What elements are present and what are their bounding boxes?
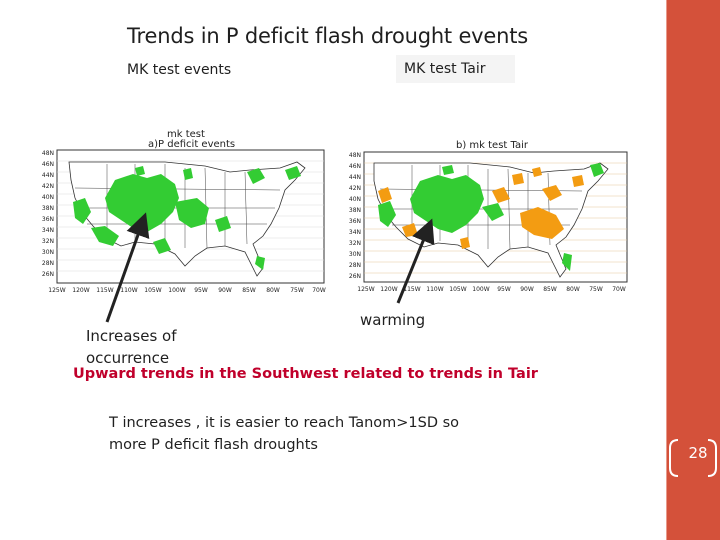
svg-text:90W: 90W [520,286,534,293]
map-a-title-line1: mk test [167,129,205,140]
note-line-1: Increases of [86,327,177,345]
svg-text:105W: 105W [449,286,466,293]
map-b-title: b) mk test Tair [456,140,529,151]
map-p-deficit-events: mk test a)P deficit events 48N46N44N42N4… [42,129,326,294]
svg-text:75W: 75W [290,287,304,294]
svg-text:34N: 34N [349,229,361,236]
svg-text:95W: 95W [194,287,208,294]
svg-text:28N: 28N [42,260,54,267]
svg-text:125W: 125W [357,286,374,293]
note-line-2: occurrence [86,349,170,367]
map-b-lon-labels: 125W 120W 115W 110W 105W 100W 95W 90W 85W 80W 75W 7… [357,286,626,293]
svg-text:32N: 32N [42,238,54,245]
svg-text:90W: 90W [218,287,232,294]
svg-text:46N: 46N [42,161,54,168]
map-a-lon-labels: 125W 120W 115W 110W 105W 100W 95W 90W 85W 80W 75W 7… [48,287,326,294]
explanation-line-1: T increases , it is easier to reach Tano… [109,415,460,431]
page-number: 28 [688,444,708,462]
svg-text:30N: 30N [349,251,361,258]
svg-text:115W: 115W [96,287,113,294]
svg-text:40N: 40N [42,194,54,201]
svg-text:26N: 26N [42,271,54,278]
subtitle-mk-events: MK test events [127,62,232,78]
svg-text:38N: 38N [42,205,54,212]
note-warming: warming [360,311,426,329]
svg-text:70W: 70W [312,287,326,294]
map-b-warming-patches [378,167,584,249]
svg-text:34N: 34N [42,227,54,234]
map-tair-trend: b) mk test Tair 48N 46N 44N 42N 40N 38N 36N 34N… [349,140,628,293]
map-a-title-line2: a)P deficit events [148,139,235,150]
svg-text:120W: 120W [72,287,89,294]
svg-text:125W: 125W [48,287,65,294]
svg-text:70W: 70W [612,286,626,293]
svg-text:110W: 110W [426,286,443,293]
svg-text:85W: 85W [543,286,557,293]
svg-text:36N: 36N [42,216,54,223]
note-increases-of-occurrence: Increases of occurrence [86,325,177,369]
svg-text:32N: 32N [349,240,361,247]
svg-text:105W: 105W [144,287,161,294]
svg-text:46N: 46N [349,163,361,170]
svg-text:40N: 40N [349,196,361,203]
svg-text:110W: 110W [120,287,137,294]
svg-text:85W: 85W [242,287,256,294]
svg-text:48N: 48N [42,150,54,157]
subtitle-mk-tair: MK test Tair [396,55,515,83]
map-a-lat-labels: 48N 46N 44N 42N 40N 38N 36N 34N 32N 30N 28N 26N [42,150,54,278]
svg-text:26N: 26N [349,273,361,280]
arrow-to-southwest-tair [396,218,435,304]
svg-text:48N: 48N [349,152,361,159]
svg-text:42N: 42N [42,183,54,190]
svg-text:36N: 36N [349,218,361,225]
svg-text:120W: 120W [380,286,397,293]
svg-text:42N: 42N [349,185,361,192]
map-a-increase-patches [73,166,301,270]
svg-text:38N: 38N [349,207,361,214]
explanation-line-2: more P deficit flash droughts [109,437,318,453]
arrow-to-southwest-events [105,212,150,323]
svg-text:30N: 30N [42,249,54,256]
svg-text:100W: 100W [168,287,185,294]
svg-text:100W: 100W [472,286,489,293]
slide-title: Trends in P deficit flash drought events [127,24,528,48]
map-b-lat-labels: 48N 46N 44N 42N 40N 38N 36N 34N 32N 30N 28N 26N [349,152,361,280]
page-number-bracket-icon [669,439,717,477]
svg-text:28N: 28N [349,262,361,269]
svg-text:75W: 75W [589,286,603,293]
explanation-text: T increases , it is easier to reach Tano… [109,412,459,456]
svg-text:115W: 115W [403,286,420,293]
side-accent-divider [666,0,667,540]
svg-text:80W: 80W [566,286,580,293]
side-accent-bar [666,0,720,540]
highlight-statement: Upward trends in the Southwest related t… [73,366,538,382]
svg-text:44N: 44N [349,174,361,181]
svg-text:95W: 95W [497,286,511,293]
svg-text:44N: 44N [42,172,54,179]
svg-text:80W: 80W [266,287,280,294]
